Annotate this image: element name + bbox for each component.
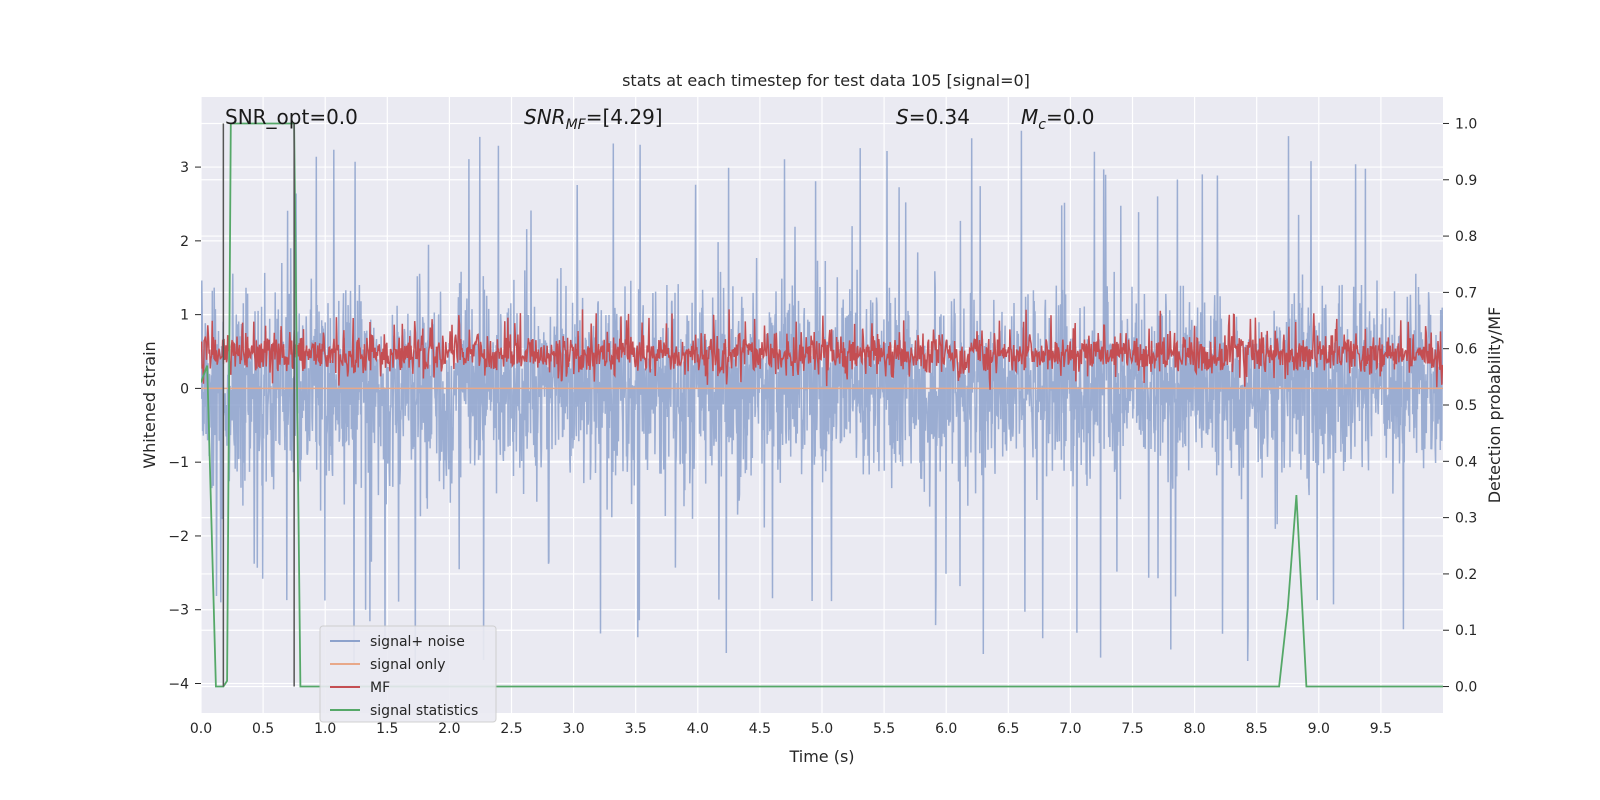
x-tick-label: 9.5 (1370, 721, 1392, 737)
y-right-tick-label: 1.0 (1455, 116, 1477, 132)
x-tick-label: 2.5 (500, 721, 522, 737)
x-tick-label: 0.0 (190, 721, 212, 737)
annotation-s-symbol: S (896, 105, 909, 129)
annotations: SNR_opt=0.0 SNRMF=[4.29] S=0.34 Mc=0.0 (225, 105, 1095, 133)
annotation-snr-mf-symbol: SNR (524, 105, 566, 129)
y-right-axis-label: Detection probability/MF (1485, 307, 1504, 504)
series-mf (201, 309, 1443, 390)
y-right-axis-ticks: 0.0 0.1 0.2 0.3 0.4 0.5 0.6 0.7 0.8 0.9 1.0 (1443, 116, 1477, 696)
annotation-snr-opt: SNR_opt=0.0 (225, 105, 358, 129)
annotation-snr-mf: SNRMF=[4.29] (524, 105, 663, 133)
annotation-snr-mf-value: =[4.29] (586, 105, 663, 129)
annotation-mc-symbol: M (1021, 105, 1038, 129)
y-left-axis-label: Whitened strain (140, 341, 159, 468)
series-signal-noise (201, 130, 1443, 666)
x-tick-label: 1.5 (376, 721, 398, 737)
legend-label-mf: MF (370, 680, 390, 696)
x-tick-label: 5.5 (873, 721, 895, 737)
y-right-tick-label: 0.8 (1455, 229, 1477, 245)
y-right-tick-label: 0.4 (1455, 454, 1477, 470)
x-tick-label: 8.5 (1246, 721, 1268, 737)
x-tick-label: 3.5 (625, 721, 647, 737)
annotation-s-value: =0.34 (909, 105, 970, 129)
y-right-tick-label: 0.2 (1455, 567, 1477, 583)
x-tick-label: 7.0 (1059, 721, 1081, 737)
annotation-mc: Mc=0.0 (1021, 105, 1095, 133)
annotation-snr-mf-subscript: MF (566, 117, 587, 133)
y-left-axis-ticks: −4 −3 −2 −1 0 1 2 3 (168, 160, 201, 692)
x-tick-label: 2.0 (438, 721, 460, 737)
y-left-tick-label: 0 (180, 381, 189, 397)
x-tick-label: 9.0 (1308, 721, 1330, 737)
y-left-tick-label: 2 (180, 234, 189, 250)
x-tick-label: 8.0 (1183, 721, 1205, 737)
legend: signal+ noise signal only MF signal stat… (319, 625, 497, 723)
y-right-tick-label: 0.0 (1455, 680, 1477, 696)
x-tick-label: 6.0 (935, 721, 957, 737)
x-tick-label: 5.0 (811, 721, 833, 737)
y-left-tick-label: −1 (168, 455, 189, 471)
x-tick-label: 3.0 (562, 721, 584, 737)
legend-label-signal-only: signal only (370, 657, 445, 673)
y-right-tick-label: 0.1 (1455, 623, 1477, 639)
x-tick-label: 7.5 (1121, 721, 1143, 737)
chart-title: stats at each timestep for test data 105… (622, 71, 1030, 90)
x-tick-label: 0.5 (252, 721, 274, 737)
y-right-tick-label: 0.7 (1455, 285, 1477, 301)
marker-lines (222, 123, 295, 687)
x-tick-label: 1.0 (314, 721, 336, 737)
y-right-tick-label: 0.6 (1455, 342, 1477, 358)
annotation-mc-subscript: c (1038, 117, 1046, 133)
x-tick-label: 4.5 (749, 721, 771, 737)
series-signal-statistics (201, 122, 1443, 688)
y-left-tick-label: −2 (168, 529, 189, 545)
legend-label-signal-noise: signal+ noise (370, 634, 465, 650)
legend-box (319, 625, 497, 723)
y-left-tick-label: 1 (180, 308, 189, 324)
x-tick-label: 4.0 (687, 721, 709, 737)
y-left-tick-label: −4 (168, 676, 189, 692)
x-axis-ticks: 0.0 0.5 1.0 1.5 2.0 2.5 3.0 3.5 4.0 4.5 5.0 5.5 6.0 6… (190, 721, 1392, 737)
y-left-tick-label: 3 (180, 160, 189, 176)
y-left-tick-label: −3 (168, 603, 189, 619)
annotation-s: S=0.34 (896, 105, 970, 129)
y-right-tick-label: 0.9 (1455, 173, 1477, 189)
plot-content (201, 122, 1443, 688)
legend-label-signal-statistics: signal statistics (370, 703, 478, 719)
y-right-tick-label: 0.3 (1455, 511, 1477, 527)
x-axis-label: Time (s) (788, 747, 854, 766)
x-tick-label: 6.5 (997, 721, 1019, 737)
annotation-mc-value: =0.0 (1046, 105, 1095, 129)
y-right-tick-label: 0.5 (1455, 398, 1477, 414)
